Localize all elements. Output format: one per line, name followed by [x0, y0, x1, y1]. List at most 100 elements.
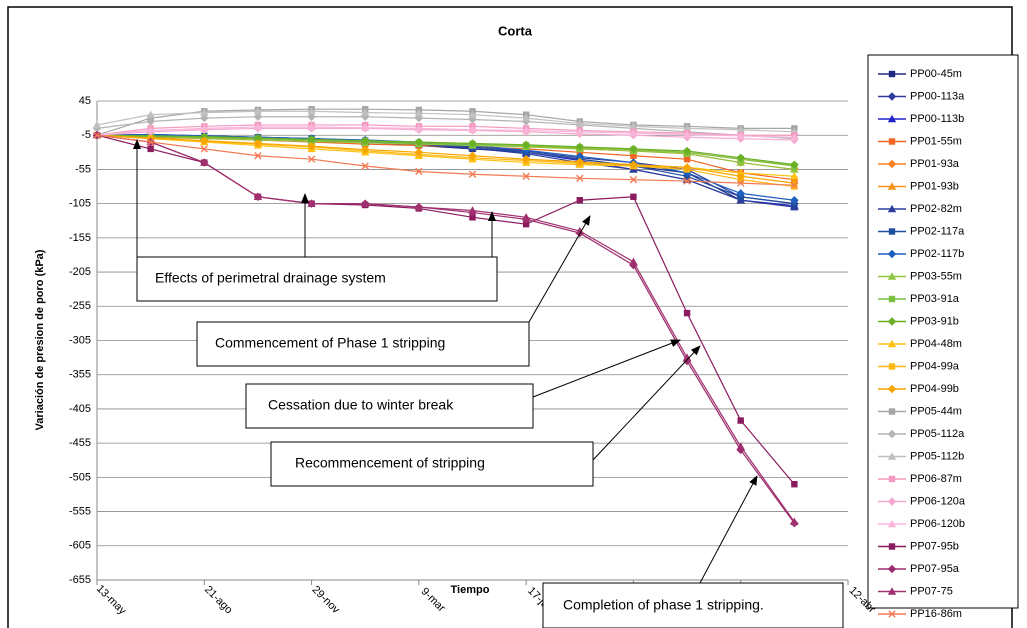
marker [200, 136, 209, 145]
y-tick-label: -105 [69, 198, 91, 210]
marker [682, 163, 692, 172]
marker [468, 151, 477, 160]
annotations: Effects of perimetral drainage system Co… [133, 139, 844, 628]
marker [307, 135, 316, 144]
marker [888, 295, 896, 303]
marker [200, 108, 209, 116]
marker [361, 199, 370, 207]
marker [736, 125, 745, 133]
annotation-box [245, 383, 534, 429]
marker [888, 228, 896, 235]
marker [414, 124, 424, 132]
y-tick-label: -355 [69, 369, 91, 381]
marker [736, 131, 745, 140]
legend-label: PP07-75 [910, 585, 953, 597]
marker [736, 172, 745, 181]
marker [253, 139, 263, 148]
marker [683, 177, 691, 185]
marker [629, 160, 638, 169]
marker [887, 587, 897, 595]
legend: PP00-45m PP00-113a PP00-113b PP01-55m PP01-9… [878, 68, 966, 620]
marker [575, 119, 584, 127]
series-line [96, 108, 795, 136]
y-axis-label: Variación de presion de poro (kPa) [34, 249, 46, 430]
series-line [96, 126, 795, 138]
marker [888, 543, 896, 550]
marker [414, 148, 424, 157]
arrow [528, 215, 591, 323]
marker [682, 130, 692, 138]
marker [307, 122, 316, 131]
marker [468, 110, 477, 118]
marker [468, 125, 477, 133]
marker [575, 142, 584, 152]
y-tick-label: 45 [79, 95, 91, 107]
marker [887, 452, 897, 460]
series-line [96, 134, 795, 184]
marker [93, 131, 101, 139]
marker [200, 124, 209, 132]
marker [307, 199, 316, 207]
annotation: Effects of perimetral drainage system [155, 270, 386, 286]
marker [361, 123, 370, 131]
marker [361, 108, 370, 116]
y-tick-label: -405 [69, 403, 91, 415]
marker [629, 122, 638, 130]
marker [682, 146, 692, 156]
marker [888, 363, 896, 370]
marker [522, 172, 530, 180]
y-tick-label: -55 [75, 163, 91, 175]
marker [146, 110, 155, 118]
marker [790, 133, 799, 141]
marker [254, 152, 262, 160]
marker [790, 160, 799, 169]
y-tick-label: -255 [69, 300, 91, 312]
marker [888, 408, 896, 415]
marker [146, 117, 155, 126]
marker [521, 126, 531, 134]
annotation-box [270, 441, 594, 487]
series-line [96, 134, 795, 171]
frame [7, 6, 1013, 628]
marker [521, 154, 531, 164]
marker [888, 475, 896, 483]
marker [630, 193, 637, 200]
marker [200, 158, 209, 166]
annotation-box [136, 256, 498, 302]
marker [887, 497, 897, 506]
marker [521, 213, 531, 221]
marker [790, 181, 799, 189]
legend-label: PP06-87m [910, 473, 962, 485]
marker [887, 114, 897, 123]
marker [361, 162, 369, 170]
marker [414, 137, 424, 147]
marker [887, 272, 897, 280]
marker [887, 564, 897, 574]
marker [253, 122, 263, 131]
marker [575, 157, 584, 167]
arrow [592, 345, 701, 461]
marker [361, 145, 370, 154]
marker [253, 107, 263, 115]
marker [253, 192, 263, 200]
marker [253, 133, 263, 143]
series-line [96, 127, 795, 141]
y-tick-label: -655 [69, 574, 91, 586]
legend-label: PP00-45m [910, 68, 962, 80]
marker [887, 429, 897, 439]
legend-label: PP00-113b [910, 113, 964, 125]
series-line [96, 134, 795, 188]
marker [521, 140, 531, 149]
y-tick-label: -155 [69, 232, 91, 244]
marker [575, 152, 584, 161]
marker [469, 214, 476, 221]
legend-label: PP05-112b [910, 450, 964, 462]
series-line [96, 134, 795, 186]
marker [468, 139, 477, 148]
marker [736, 445, 745, 455]
y-tick-label: -205 [69, 266, 91, 278]
marker [200, 145, 208, 153]
marker [307, 112, 316, 121]
legend-label: PP01-93a [910, 158, 960, 170]
series [92, 122, 799, 141]
